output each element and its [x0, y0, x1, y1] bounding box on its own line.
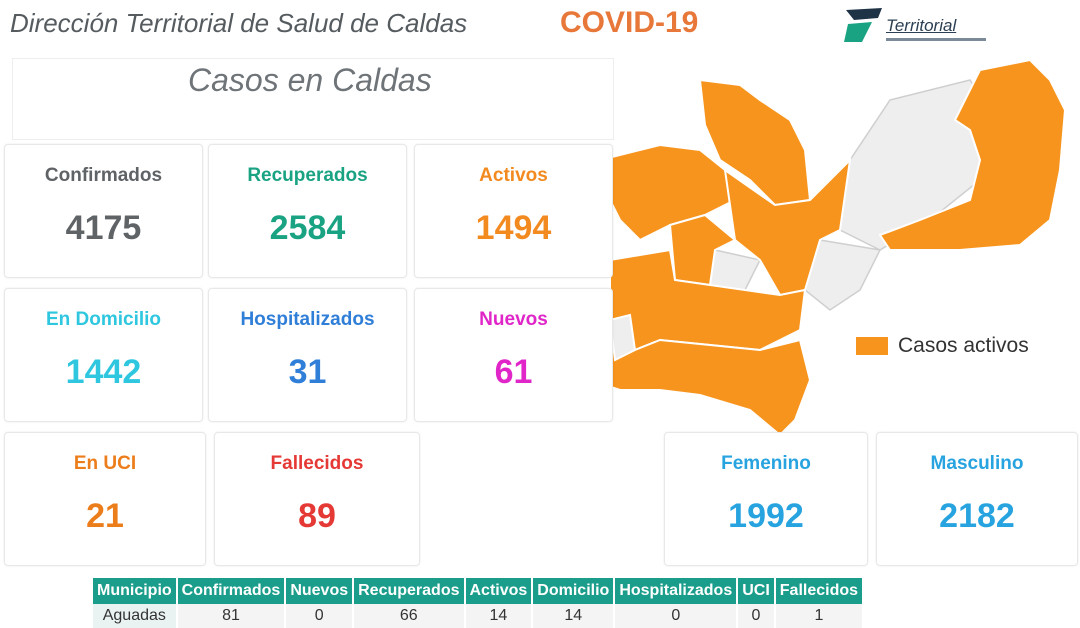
- column-header-nuevos[interactable]: Nuevos: [285, 578, 355, 604]
- covid-title: COVID-19: [560, 6, 699, 39]
- card-value: 61: [494, 353, 533, 391]
- table-cell: Aguadas: [93, 604, 178, 628]
- table-cell: 0: [285, 604, 355, 628]
- card-label: Masculino: [930, 453, 1024, 474]
- page-title: Casos en Caldas: [188, 62, 432, 98]
- card-value: 1494: [475, 209, 552, 247]
- map-region-active: [723, 157, 852, 297]
- card-hospitalizados: Hospitalizados 31: [208, 288, 407, 422]
- column-header-municipio[interactable]: Municipio: [93, 578, 178, 604]
- map-region-inactive: [709, 249, 762, 291]
- table-header-row: Municipio Confirmados Nuevos Recuperados…: [93, 578, 865, 604]
- map-legend: Casos activos: [856, 334, 1029, 358]
- column-header-domicilio[interactable]: Domicilio: [532, 578, 616, 604]
- card-domicilio: En Domicilio 1442: [4, 288, 203, 422]
- map-region-active: [878, 58, 1067, 251]
- card-label: En UCI: [73, 453, 137, 474]
- card-masculino: Masculino 2182: [876, 432, 1078, 566]
- table-cell: 81: [176, 604, 287, 628]
- card-uci: En UCI 21: [4, 432, 206, 566]
- card-label: Confirmados: [44, 165, 163, 186]
- map-region-active: [609, 248, 807, 352]
- card-value: 31: [288, 353, 327, 391]
- card-value: 21: [86, 497, 124, 535]
- card-label: En Domicilio: [45, 309, 162, 330]
- legend-swatch: [856, 337, 888, 355]
- card-value: 4175: [65, 209, 142, 247]
- card-value: 2584: [269, 209, 346, 247]
- card-confirmados: Confirmados 4175: [4, 144, 203, 278]
- map-active-regions: [570, 58, 1067, 437]
- table-cell: 14: [532, 604, 616, 628]
- card-value: 1992: [728, 497, 804, 535]
- map-region-active: [570, 318, 812, 437]
- column-header-fallecidos[interactable]: Fallecidos: [774, 578, 865, 604]
- card-label: Recuperados: [247, 165, 368, 186]
- column-header-recuperados[interactable]: Recuperados: [353, 578, 466, 604]
- column-header-uci[interactable]: UCI: [737, 578, 776, 604]
- card-nuevos: Nuevos 61: [414, 288, 613, 422]
- column-header-hospitalizados[interactable]: Hospitalizados: [614, 578, 739, 604]
- card-value: 1442: [65, 353, 142, 391]
- card-fallecidos: Fallecidos 89: [214, 432, 420, 566]
- title-panel: [12, 58, 614, 140]
- municipio-table: Municipio Confirmados Nuevos Recuperados…: [93, 578, 865, 628]
- table-cell: 0: [614, 604, 739, 628]
- caldas-map: [570, 58, 1067, 437]
- logo-text: Territorial: [886, 16, 957, 35]
- table-cell: 1: [774, 604, 865, 628]
- table-row: Aguadas 81 0 66 14 14 0 0 1: [93, 604, 865, 628]
- table-cell: 14: [464, 604, 534, 628]
- card-label: Femenino: [721, 453, 811, 474]
- table-cell: 66: [353, 604, 466, 628]
- territorial-logo-icon: [844, 8, 882, 42]
- card-label: Activos: [479, 165, 548, 186]
- card-value: 2182: [939, 497, 1015, 535]
- legend-label: Casos activos: [898, 334, 1029, 357]
- card-label: Fallecidos: [270, 453, 364, 474]
- card-label: Nuevos: [479, 309, 548, 330]
- card-activos: Activos 1494: [414, 144, 613, 278]
- card-value: 89: [298, 497, 336, 535]
- card-label: Hospitalizados: [240, 309, 375, 330]
- card-recuperados: Recuperados 2584: [208, 144, 407, 278]
- territorial-logo: Territorial: [842, 4, 992, 48]
- card-femenino: Femenino 1992: [664, 432, 868, 566]
- column-header-activos[interactable]: Activos: [464, 578, 534, 604]
- table-cell: 0: [737, 604, 776, 628]
- column-header-confirmados[interactable]: Confirmados: [176, 578, 287, 604]
- header-title: Dirección Territorial de Salud de Caldas: [10, 8, 468, 38]
- logo-subtitle-mark: [886, 38, 986, 41]
